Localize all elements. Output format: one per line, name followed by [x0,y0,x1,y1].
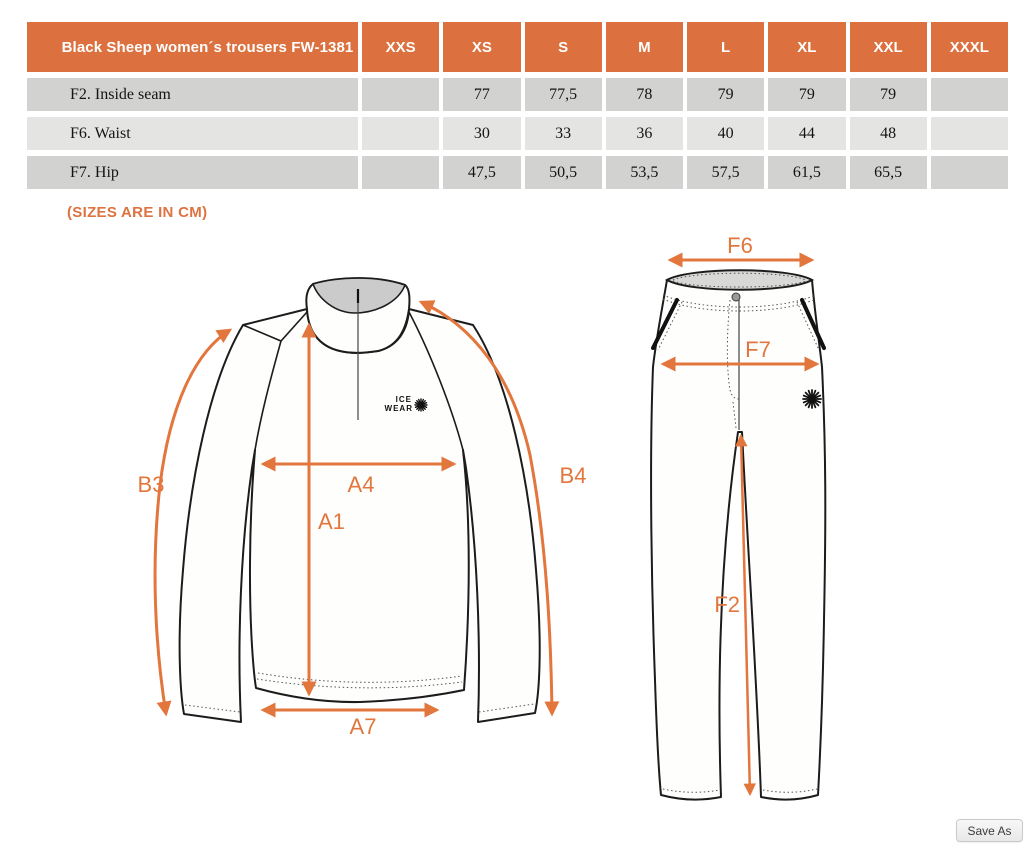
table-value-cell: 79 [849,78,927,111]
size-table: Black Sheep women´s trousers FW-1381 XXS… [27,22,1008,189]
size-col-header-xxs: XXS [362,22,440,72]
left-pocket [651,298,679,350]
trousers-diagram: F6 F7 F2 [650,233,827,801]
size-col-header-l: L [687,22,765,72]
table-value-cell: 40 [687,117,765,150]
table-title: Black Sheep women´s trousers FW-1381 [27,22,358,72]
table-value-cell: 48 [849,117,927,150]
table-value-cell: 77 [443,78,521,111]
table-value-cell: 79 [687,78,765,111]
table-value-cell: 50,5 [524,156,602,189]
table-value-cell: 61,5 [768,156,846,189]
table-value-cell: 57,5 [687,156,765,189]
table-value-cell: 30 [443,117,521,150]
measure-arrow-f2 [735,433,756,797]
snowflake-icon [802,389,822,409]
row-label-inside-seam: F2. Inside seam [27,78,358,111]
right-pocket [800,298,826,350]
measure-label-f6: F6 [727,233,753,258]
measure-arrow-b4 [418,300,560,717]
table-value-cell [930,78,1008,111]
row-label-waist: F6. Waist [27,117,358,150]
table-value-cell: 79 [768,78,846,111]
shirt-outline [178,277,541,723]
table-value-cell: 33 [524,117,602,150]
snowflake-icon [414,398,428,412]
brand-logo-line1: ICE [396,395,412,404]
size-col-header-s: S [524,22,602,72]
measure-label-b4: B4 [560,463,587,488]
table-value-cell: 78 [605,78,683,111]
brand-logo-line2: WEAR [385,404,413,413]
table-value-cell: 36 [605,117,683,150]
measure-label-f7: F7 [745,337,771,362]
table-value-cell: 53,5 [605,156,683,189]
size-col-header-xxxl: XXXL [930,22,1008,72]
measure-arrow-b3 [153,328,233,717]
table-value-cell [362,156,440,189]
shirt-measures: B3 A4 A1 B4 A7 [138,300,587,739]
save-as-button[interactable]: Save As [956,819,1023,842]
size-col-header-xs: XS [443,22,521,72]
measure-label-a7: A7 [350,714,377,739]
table-value-cell: 65,5 [849,156,927,189]
measure-label-f2: F2 [714,592,740,617]
sizes-unit-note: (SIZES ARE IN CM) [67,204,208,221]
fly-stitch [726,299,740,400]
measure-label-a4: A4 [348,472,375,497]
trousers-outline [650,269,827,801]
measure-label-a1: A1 [318,509,345,534]
table-value-cell [362,78,440,111]
measure-label-b3: B3 [138,472,165,497]
table-value-cell: 47,5 [443,156,521,189]
waist-button [731,292,741,302]
size-col-header-xxl: XXL [849,22,927,72]
trousers-measures: F6 F7 F2 [660,233,820,797]
row-label-hip: F7. Hip [27,156,358,189]
size-col-header-m: M [605,22,683,72]
table-value-cell [930,156,1008,189]
size-col-header-xl: XL [768,22,846,72]
table-value-cell: 77,5 [524,78,602,111]
table-value-cell: 44 [768,117,846,150]
table-value-cell [930,117,1008,150]
shirt-diagram: ICE WEAR B3 A4 A1 B4 A7 [138,277,587,739]
table-value-cell [362,117,440,150]
